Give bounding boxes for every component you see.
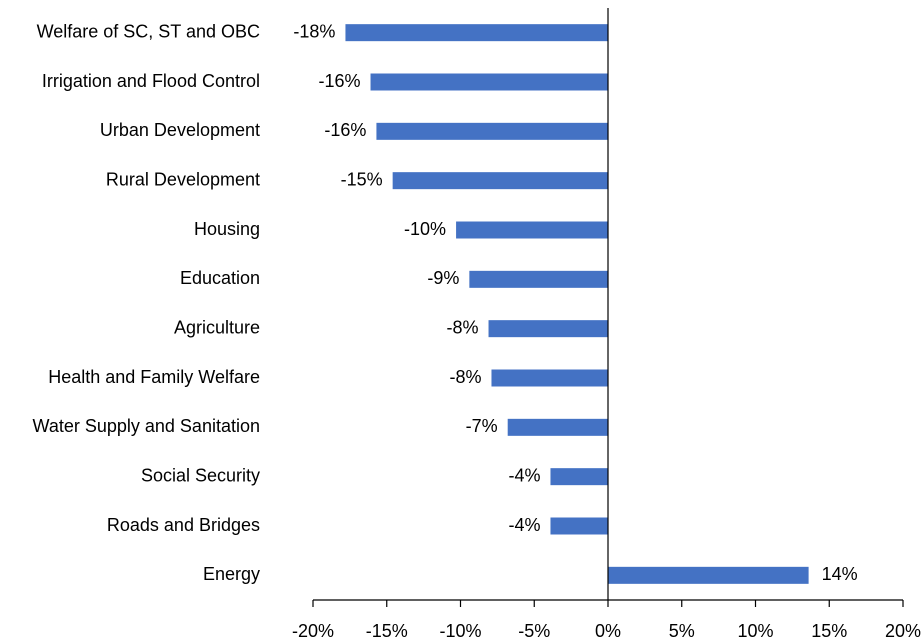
bar (491, 369, 608, 387)
y-tick-label: Health and Family Welfare (48, 367, 260, 387)
y-tick-label: Agriculture (174, 317, 260, 337)
value-label: -4% (508, 515, 540, 535)
x-tick-label: 15% (811, 621, 847, 641)
bar (469, 270, 608, 288)
bar (392, 172, 608, 190)
bar (507, 418, 608, 436)
value-label: -4% (508, 465, 540, 485)
value-label: -16% (318, 71, 360, 91)
value-label: -16% (324, 120, 366, 140)
value-label: -8% (447, 317, 479, 337)
x-tick-label: 0% (595, 621, 621, 641)
y-tick-label: Education (180, 268, 260, 288)
y-tick-label: Roads and Bridges (107, 515, 260, 535)
x-tick-label: -5% (518, 621, 550, 641)
x-tick-label: -20% (292, 621, 334, 641)
y-tick-label: Welfare of SC, ST and OBC (37, 21, 260, 41)
value-label: -9% (427, 268, 459, 288)
value-label: -15% (341, 169, 383, 189)
bar (370, 73, 608, 91)
value-label: -8% (449, 367, 481, 387)
x-tick-label: 20% (885, 621, 921, 641)
y-tick-label: Social Security (141, 465, 260, 485)
bar (456, 221, 608, 239)
y-tick-label: Rural Development (106, 169, 260, 189)
value-label: -18% (293, 21, 335, 41)
y-tick-label: Irrigation and Flood Control (42, 71, 260, 91)
x-tick-label: 10% (737, 621, 773, 641)
x-tick-label: 5% (669, 621, 695, 641)
x-tick-label: -10% (439, 621, 481, 641)
value-label: 14% (822, 564, 858, 584)
bar (488, 320, 608, 338)
bar (345, 24, 608, 42)
value-label: -10% (404, 219, 446, 239)
bar (376, 122, 608, 140)
y-tick-label: Energy (203, 564, 260, 584)
x-tick-label: -15% (366, 621, 408, 641)
y-tick-label: Water Supply and Sanitation (33, 416, 260, 436)
y-tick-label: Housing (194, 219, 260, 239)
bar (550, 468, 608, 486)
bar (550, 517, 608, 535)
y-tick-label: Urban Development (100, 120, 260, 140)
value-label: -7% (466, 416, 498, 436)
bar (608, 566, 809, 584)
